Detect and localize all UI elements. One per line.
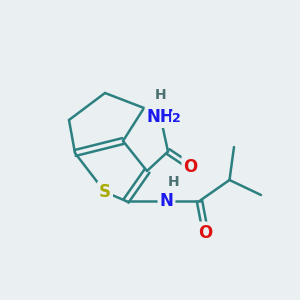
Text: H: H	[155, 88, 166, 102]
Text: N: N	[160, 192, 173, 210]
Text: O: O	[198, 224, 213, 242]
Text: 2: 2	[172, 112, 181, 125]
Text: O: O	[183, 158, 198, 175]
Text: H: H	[168, 175, 180, 188]
Text: NH: NH	[147, 108, 174, 126]
Text: S: S	[99, 183, 111, 201]
